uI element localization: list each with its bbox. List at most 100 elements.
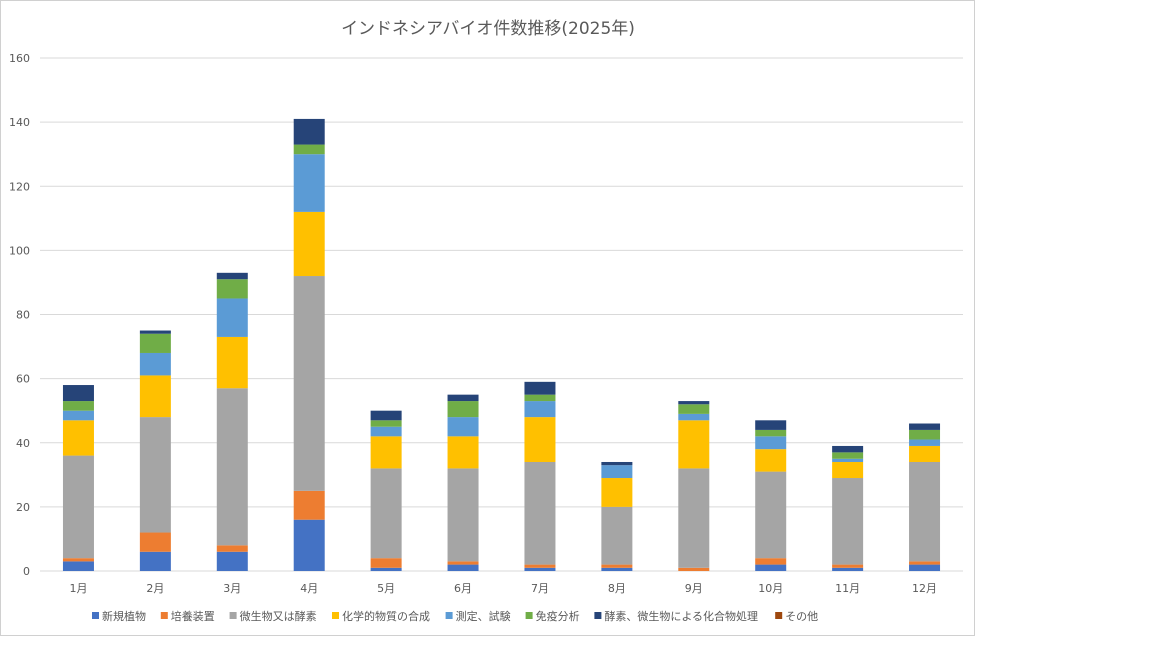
- y-tick-label: 100: [9, 244, 30, 257]
- x-tick-label: 2月: [146, 582, 164, 595]
- y-tick-label: 40: [16, 437, 30, 450]
- bar-segment: [524, 417, 556, 462]
- bar-segment: [62, 410, 94, 421]
- x-tick-label: 6月: [454, 582, 472, 595]
- bar-segment: [909, 461, 941, 562]
- bar-segment: [370, 410, 402, 421]
- bar-segment: [601, 506, 633, 565]
- legend-swatch: [332, 612, 339, 619]
- bar-segment: [139, 330, 171, 334]
- bar-segment: [139, 333, 171, 353]
- legend-item: 化学的物質の合成: [332, 609, 430, 623]
- bar-segment: [524, 394, 556, 402]
- x-tick-label: 5月: [377, 582, 395, 595]
- bar-segment: [755, 436, 787, 450]
- legend-label: 免疫分析: [536, 609, 580, 623]
- legend-label: その他: [785, 610, 818, 623]
- legend: 新規植物 培養装置 微生物又は酵素 化学的物質の合成 測定、試験 免疫分析 酵素、微生物によ…: [92, 609, 818, 623]
- bar-segment: [293, 519, 325, 571]
- bar-segment: [601, 461, 633, 466]
- bar-segment: [216, 272, 248, 280]
- bar-segment: [601, 465, 633, 479]
- x-tick-label: 3月: [223, 582, 241, 595]
- bar-segment: [678, 420, 710, 469]
- bar-segment: [447, 561, 479, 565]
- bar-segment: [139, 352, 171, 376]
- bar-segment: [447, 401, 479, 418]
- bar-segment: [909, 429, 941, 440]
- x-tick-label: 11月: [835, 582, 860, 595]
- bar-segment: [216, 336, 248, 389]
- bar-segment: [370, 567, 402, 571]
- bar-segment: [293, 118, 325, 145]
- bar-segment: [370, 420, 402, 427]
- bar-segment: [909, 423, 941, 430]
- legend-label: 測定、試験: [456, 609, 511, 623]
- bar-segment: [524, 401, 556, 418]
- bar-segment: [601, 564, 633, 568]
- bar-segment: [447, 564, 479, 571]
- y-axis-ticks: 0 20 40 60 80 100 120 140 160: [9, 52, 30, 578]
- y-tick-label: 80: [16, 309, 30, 322]
- bar-segment: [370, 426, 402, 437]
- bar-segment: [139, 375, 171, 418]
- bar-segment: [370, 468, 402, 559]
- bar-segment: [216, 551, 248, 571]
- bar-segment: [62, 420, 94, 456]
- bar-segment: [832, 567, 864, 571]
- bar-segment: [909, 439, 941, 446]
- chart-title: インドネシアバイオ件数推移(2025年): [341, 19, 635, 39]
- bar-segment: [832, 478, 864, 565]
- bar-segment: [139, 417, 171, 533]
- bar-segment: [139, 532, 171, 552]
- bar-segment: [62, 558, 94, 562]
- bar-segment: [447, 436, 479, 469]
- x-tick-label: 1月: [69, 582, 87, 595]
- bar-segment: [62, 561, 94, 571]
- legend-label: 培養装置: [171, 609, 215, 623]
- legend-swatch: [525, 612, 533, 619]
- bar-segment: [293, 154, 325, 212]
- y-tick-label: 20: [16, 501, 30, 514]
- y-tick-label: 0: [23, 565, 30, 578]
- x-tick-label: 4月: [300, 582, 318, 595]
- legend-swatch: [92, 612, 99, 619]
- legend-label: 化学的物質の合成: [342, 609, 430, 623]
- bar-segment: [447, 417, 479, 437]
- bar-segment: [755, 429, 787, 437]
- bar-segment: [755, 564, 787, 571]
- bar-segment: [293, 144, 325, 155]
- legend-item: 新規植物: [92, 609, 146, 623]
- legend-item: 培養装置: [160, 609, 215, 623]
- y-tick-label: 120: [9, 180, 30, 193]
- bar-segment: [293, 490, 325, 520]
- legend-item: 免疫分析: [525, 609, 580, 623]
- bar-segment: [601, 478, 633, 507]
- y-tick-label: 140: [9, 116, 30, 129]
- bar-segment: [524, 461, 556, 565]
- bars: [62, 118, 941, 571]
- bar-segment: [139, 551, 171, 571]
- legend-label: 微生物又は酵素: [240, 609, 317, 623]
- bar-segment: [216, 545, 248, 552]
- y-tick-label: 60: [16, 373, 30, 386]
- bar-segment: [678, 404, 710, 414]
- legend-swatch: [445, 612, 453, 619]
- bar-segment: [909, 445, 941, 462]
- bar-segment: [216, 388, 248, 546]
- bar-segment: [678, 468, 710, 568]
- y-tick-label: 160: [9, 52, 30, 65]
- bar-segment: [755, 420, 787, 430]
- legend-item: 微生物又は酵素: [229, 609, 317, 623]
- bar-segment: [62, 455, 94, 559]
- x-tick-label: 12月: [912, 582, 937, 595]
- bar-segment: [524, 567, 556, 571]
- bar-segment: [832, 461, 864, 479]
- x-tick-label: 8月: [608, 582, 626, 595]
- bar-segment: [524, 564, 556, 568]
- bar-segment: [678, 401, 710, 405]
- bar-segment: [62, 385, 94, 402]
- bar-segment: [832, 452, 864, 459]
- bar-segment: [601, 567, 633, 571]
